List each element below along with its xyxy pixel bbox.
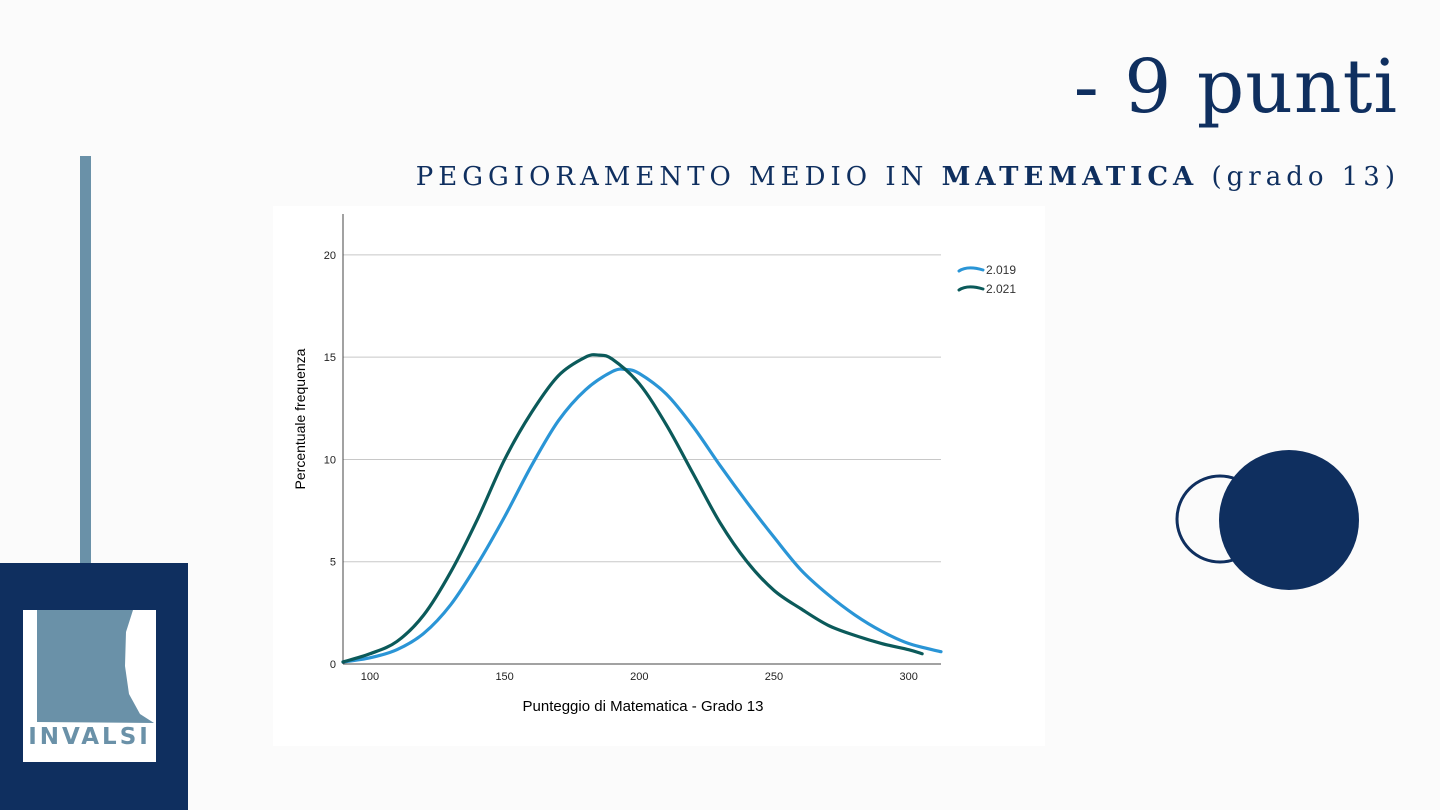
y-tick-labels: 0 5 10 15 20 bbox=[324, 250, 336, 671]
subtitle-subject: MATEMATICA bbox=[941, 162, 1199, 192]
x-tick-label: 150 bbox=[495, 671, 513, 683]
x-tick-label: 300 bbox=[899, 671, 917, 683]
x-axis-label: Punteggio di Matematica - Grado 13 bbox=[523, 698, 764, 715]
series-line-1 bbox=[341, 353, 924, 664]
decorative-circles bbox=[1175, 450, 1359, 590]
x-tick-label: 250 bbox=[765, 671, 783, 683]
y-tick-label: 0 bbox=[330, 659, 336, 671]
logo-text: INVALSI bbox=[28, 724, 151, 750]
data-series bbox=[341, 353, 943, 664]
legend-label: 2.019 bbox=[986, 263, 1016, 277]
decorative-vertical-bar bbox=[80, 156, 91, 620]
x-tick-labels: 100 150 200 250 300 bbox=[361, 671, 918, 683]
x-tick-label: 100 bbox=[361, 671, 379, 683]
invalsi-logo: INVALSI bbox=[23, 610, 156, 762]
grid-lines bbox=[343, 254, 941, 563]
y-axis-label: Percentuale frequenza bbox=[292, 348, 308, 489]
legend-swatch bbox=[957, 285, 985, 292]
subtitle-prefix: PEGGIORAMENTO MEDIO IN bbox=[415, 162, 942, 192]
legend-swatch bbox=[957, 266, 985, 273]
subtitle: PEGGIORAMENTO MEDIO IN MATEMATICA (grado… bbox=[416, 162, 1400, 192]
legend-label: 2.021 bbox=[986, 282, 1016, 296]
y-tick-label: 10 bbox=[324, 454, 336, 466]
y-tick-label: 20 bbox=[324, 250, 336, 262]
frequency-line-chart: 0 5 10 15 20 100 150 200 250 300 Percentuale fre… bbox=[292, 214, 1016, 715]
y-tick-label: 5 bbox=[330, 557, 336, 569]
headline: - 9 punti bbox=[1073, 44, 1398, 130]
chart-legend: 2.019 2.021 bbox=[957, 263, 1016, 296]
filled-circle-icon bbox=[1219, 450, 1359, 590]
series-line-0 bbox=[341, 367, 943, 664]
chart-panel: 0 5 10 15 20 100 150 200 250 300 Percentuale fre… bbox=[273, 206, 1045, 746]
y-tick-label: 15 bbox=[324, 352, 336, 364]
logo-shape-icon bbox=[37, 610, 154, 723]
x-tick-label: 200 bbox=[630, 671, 648, 683]
subtitle-suffix: (grado 13) bbox=[1198, 162, 1400, 192]
